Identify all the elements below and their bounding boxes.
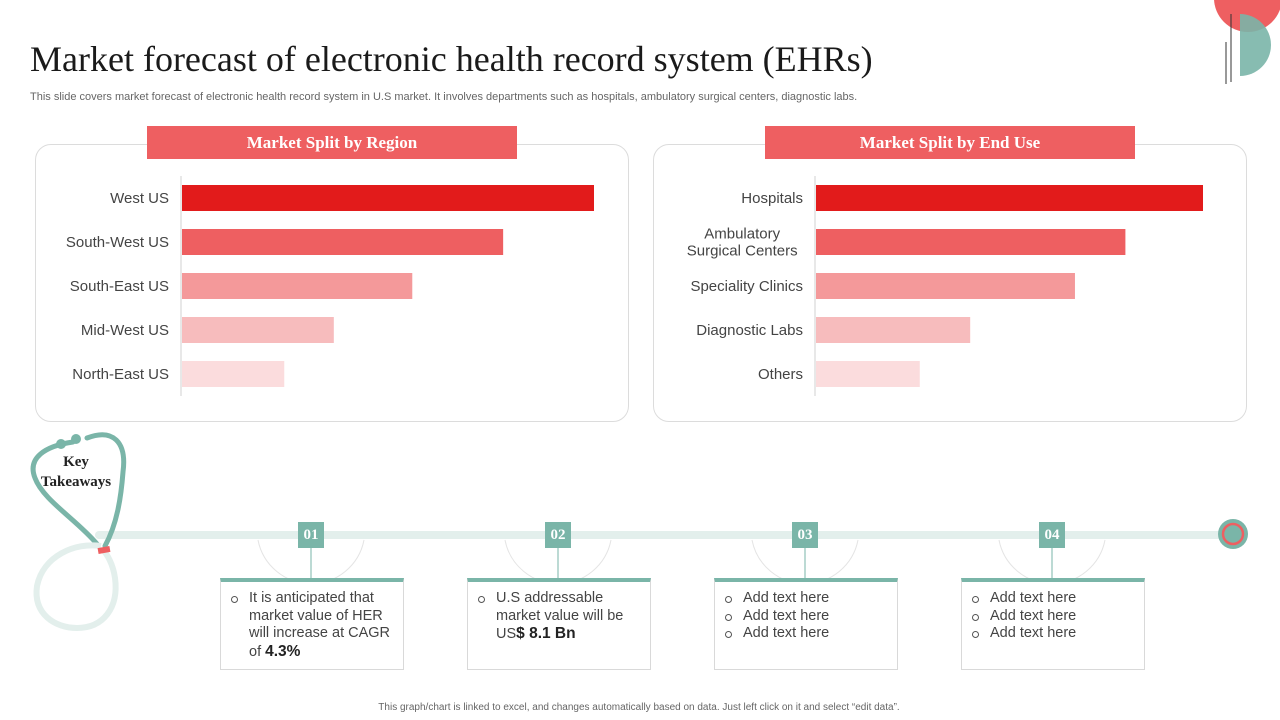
step-number-01: 01 <box>298 522 324 548</box>
takeaway-card-01: It is anticipated that market value of H… <box>220 578 404 670</box>
chart-2-category-label: Speciality Clinics <box>690 278 803 295</box>
stethoscope-icon <box>30 432 127 632</box>
step-number-04: 04 <box>1039 522 1065 548</box>
chart-1-bar <box>182 273 413 299</box>
chart-1-category-label: West US <box>110 190 169 207</box>
chart-2-bar <box>816 185 1203 211</box>
page-title: Market forecast of electronic health rec… <box>30 39 873 79</box>
chart-2-bar <box>816 273 1075 299</box>
page-subtitle: This slide covers market forecast of ele… <box>30 91 858 103</box>
chart-1-category-label: Mid-West US <box>81 322 169 339</box>
takeaway-bullet: Add text here <box>972 625 1136 643</box>
chart-1-bar <box>182 229 504 255</box>
decorative-corner-shape <box>1214 0 1280 84</box>
chart-2-bar <box>816 361 920 387</box>
step-number-02: 02 <box>545 522 571 548</box>
takeaway-bullet: Add text here <box>725 625 889 643</box>
takeaway-card-04: Add text here Add text here Add text her… <box>961 578 1145 670</box>
takeaway-card-02: U.S addressable market value will be US$… <box>467 578 651 670</box>
end-use-chart-title: Market Split by End Use <box>765 126 1135 159</box>
chart-2-bar <box>816 317 971 343</box>
takeaway-bullet: Add text here <box>972 608 1136 626</box>
takeaway-bullet: Add text here <box>725 608 889 626</box>
footer-note: This graph/chart is linked to excel, and… <box>378 702 900 713</box>
key-takeaways-title: Key Takeaways <box>40 454 112 490</box>
takeaway-bullet: Add text here <box>972 590 1136 608</box>
chart-2-category-label: Hospitals <box>741 190 803 207</box>
chart-1-bar <box>182 185 594 211</box>
chart-2-category-label: Ambulatory Surgical Centers <box>687 226 798 260</box>
chart-1-bar <box>182 317 334 343</box>
step-number-03: 03 <box>792 522 818 548</box>
chart-2-category-label: Others <box>758 366 803 383</box>
chart-2-bar <box>816 229 1126 255</box>
chart-2-category-label: Diagnostic Labs <box>696 322 803 339</box>
chart-1-category-label: South-East US <box>70 278 169 295</box>
takeaway-bullet: Add text here <box>725 590 889 608</box>
chart-1-category-label: South-West US <box>66 234 169 251</box>
chart-1-category-label: North-East US <box>72 366 169 383</box>
takeaway-bullet: U.S addressable market value will be US$… <box>478 590 642 644</box>
takeaway-card-03: Add text here Add text here Add text her… <box>714 578 898 670</box>
takeaway-bullet: It is anticipated that market value of H… <box>231 590 395 661</box>
region-chart-title: Market Split by Region <box>147 126 517 159</box>
charts-canvas: West US South-West US South-East US Mid-Wes… <box>66 176 1203 396</box>
chart-1-bar <box>182 361 285 387</box>
